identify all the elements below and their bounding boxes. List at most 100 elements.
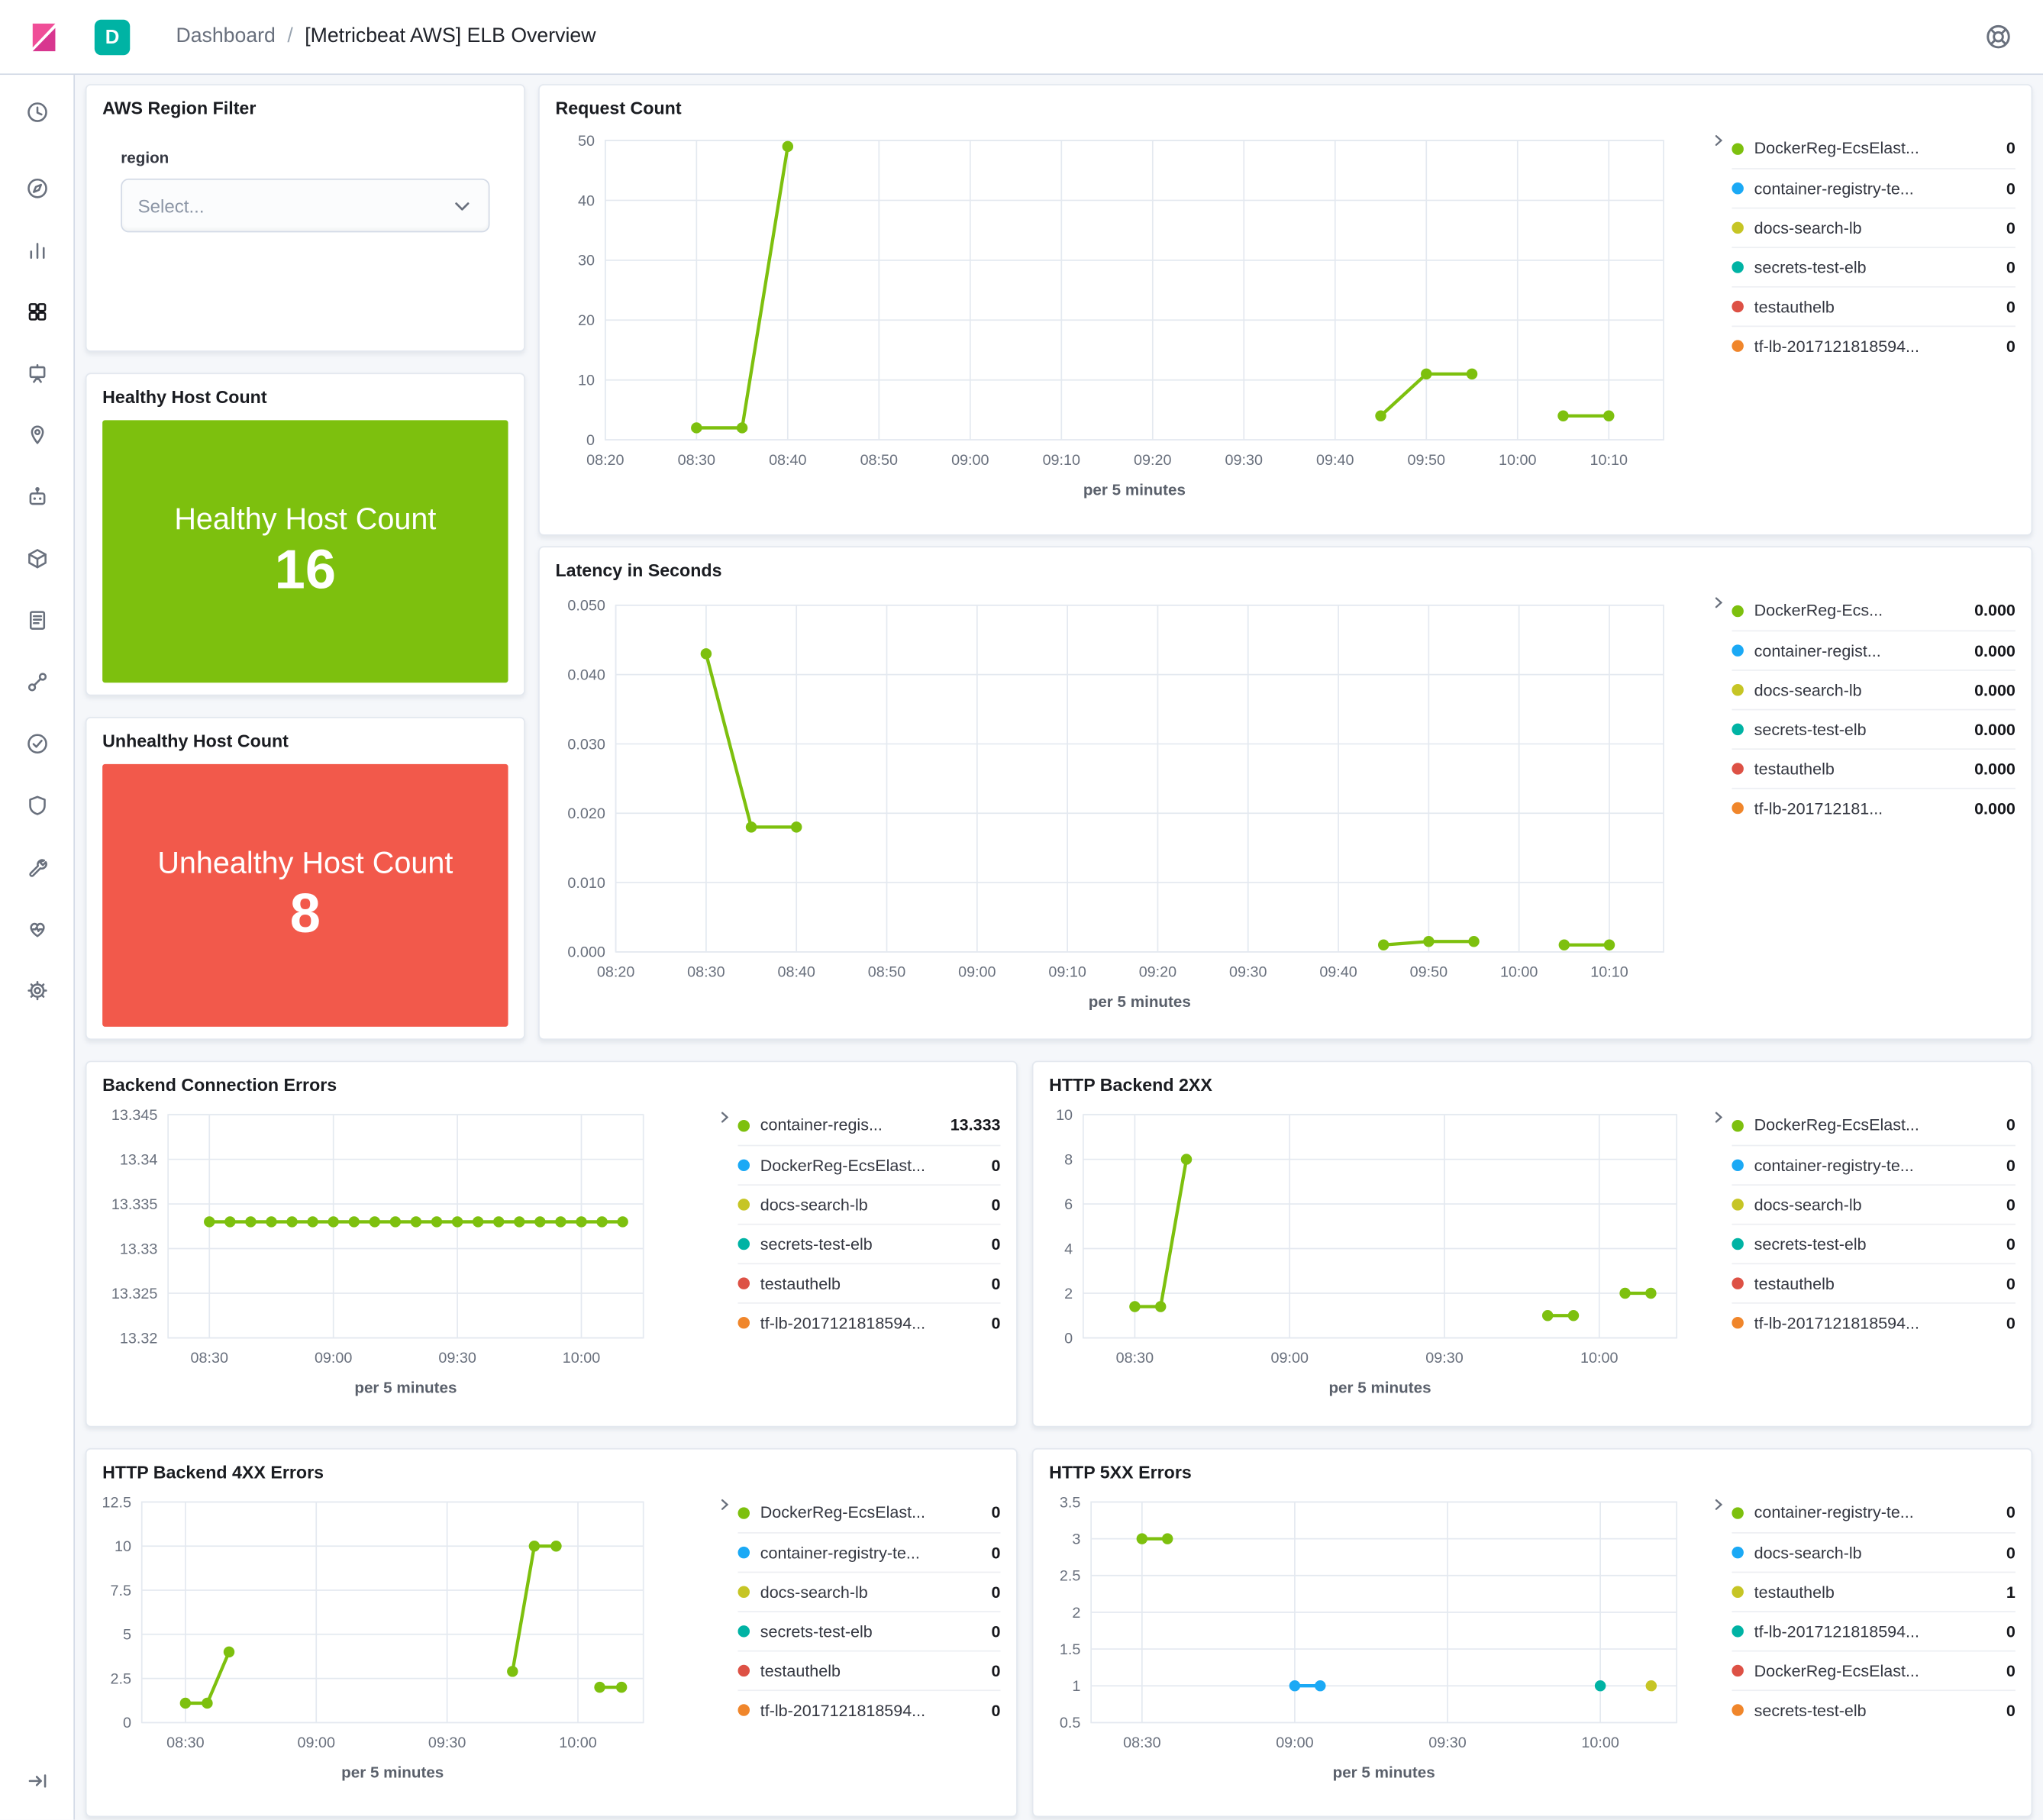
legend-item[interactable]: secrets-test-elb 0 [1732,247,2016,287]
legend-item[interactable]: tf-lb-201712181... 0.000 [1732,788,2016,828]
legend-collapse-button[interactable] [1709,129,1728,153]
uptime-icon[interactable] [9,715,64,773]
legend-item[interactable]: testauthelb 1 [1732,1572,2016,1612]
svg-text:3.5: 3.5 [1060,1495,1080,1512]
logs-icon[interactable] [9,591,64,649]
legend-item[interactable]: docs-search-lb 0 [737,1572,1001,1612]
http-backend-4xx-chart[interactable]: 0 2.5 5 7.5 10 12.5 08:30 09:00 09:30 10:00 per 5 … [102,1489,657,1794]
legend-item[interactable]: testauthelb 0 [1732,1263,2016,1303]
legend-item[interactable]: container-registry-te... 0 [1732,1493,2016,1533]
series-value: 1 [2006,1583,2016,1602]
svg-text:09:20: 09:20 [1139,964,1176,981]
legend-item[interactable]: docs-search-lb 0 [1732,208,2016,247]
legend-item[interactable]: container-registry-te... 0 [737,1532,1001,1572]
legend-item[interactable]: docs-search-lb 0 [1732,1532,2016,1572]
series-value: 0 [2006,337,2016,356]
series-value: 0 [991,1622,1001,1641]
legend-item[interactable]: container-regis... 13.333 [737,1105,1000,1145]
legend-item[interactable]: tf-lb-2017121818594... 0 [737,1689,1001,1730]
svg-text:10: 10 [1056,1107,1073,1124]
series-color-dot [737,1704,750,1717]
legend-item[interactable]: secrets-test-elb 0 [737,1224,1001,1263]
siem-icon[interactable] [9,776,64,834]
discover-icon[interactable] [9,159,64,217]
apm-icon[interactable] [9,653,64,711]
legend-item[interactable]: testauthelb 0 [737,1651,1001,1690]
infrastructure-icon[interactable] [9,529,64,587]
legend-collapse-button[interactable] [1709,591,1728,615]
visualize-icon[interactable] [9,221,64,279]
http-backend-2xx-chart[interactable]: 0 2 4 6 8 10 08:30 09:00 09:30 10:00 per 5 minutes [1049,1102,1690,1409]
legend-item[interactable]: DockerReg-EcsElast... 0 [1732,1105,2016,1145]
breadcrumb-separator: / [287,24,293,47]
svg-text:40: 40 [578,193,595,210]
http-5xx-chart[interactable]: 0.5 1 1.5 2 2.5 3 3.5 08:30 09:00 09:30 10:00 per 5… [1049,1489,1690,1794]
svg-text:08:50: 08:50 [868,964,905,981]
series-label: tf-lb-201712181... [1754,799,1883,818]
legend-collapse-button[interactable] [715,1105,734,1129]
series-label: testauthelb [1754,297,1835,317]
legend-item[interactable]: testauthelb 0 [1732,286,2016,326]
legend-item[interactable]: DockerReg-EcsElast... 0 [737,1493,1000,1533]
machine-learning-icon[interactable] [9,467,64,525]
series-value: 0.000 [1974,602,2016,621]
legend-item[interactable]: DockerReg-Ecs... 0.000 [1732,591,2016,631]
maps-icon[interactable] [9,405,64,463]
legend-item[interactable]: docs-search-lb 0.000 [1732,670,2016,710]
legend-item[interactable]: tf-lb-2017121818594... 0 [1732,1302,2016,1342]
series-value: 0.000 [1974,720,2016,739]
monitoring-icon[interactable] [9,899,64,957]
recently-viewed-icon[interactable] [9,82,64,140]
dev-tools-icon[interactable] [9,837,64,895]
svg-text:09:00: 09:00 [951,452,989,469]
svg-text:09:30: 09:30 [1425,1350,1463,1367]
legend-item[interactable]: docs-search-lb 0 [1732,1184,2016,1225]
series-color-dot [1732,1160,1744,1172]
backend-connection-errors-chart[interactable]: 13.32 13.325 13.33 13.335 13.34 13.345 08:30 09… [102,1102,657,1409]
legend-item[interactable]: secrets-test-elb 0 [1732,1224,2016,1263]
series-label: DockerReg-EcsElast... [1754,1661,1919,1680]
series-label: docs-search-lb [1754,1196,1862,1215]
legend-collapse-button[interactable] [1709,1493,1728,1517]
legend-item[interactable]: DockerReg-EcsElast... 0 [1732,1651,2016,1690]
series-color-dot [737,1506,750,1519]
region-select-placeholder: Select... [137,195,205,217]
request-count-chart[interactable]: 0 10 20 30 40 50 08:20 08:30 08:40 08:50 09:00 09:1… [555,125,1679,514]
legend-item[interactable]: tf-lb-2017121818594... 0 [1732,325,2016,366]
legend-item[interactable]: testauthelb 0 [737,1263,1001,1303]
legend-item[interactable]: tf-lb-2017121818594... 0 [737,1302,1001,1342]
legend-item[interactable]: container-regist... 0.000 [1732,630,2016,670]
legend-item[interactable]: secrets-test-elb 0.000 [1732,709,2016,749]
legend-item[interactable]: secrets-test-elb 0 [1732,1689,2016,1730]
legend-item[interactable]: container-registry-te... 0 [1732,168,2016,208]
kibana-logo-icon[interactable] [29,21,60,52]
svg-text:09:10: 09:10 [1043,452,1080,469]
svg-text:10: 10 [115,1539,131,1556]
help-icon[interactable] [1980,18,2016,55]
panel-latency-in-seconds: Latency in Seconds 0.000 0.010 0.020 0.030 0… [538,546,2033,1041]
svg-text:10:00: 10:00 [1499,452,1536,469]
latency-chart[interactable]: 0.000 0.010 0.020 0.030 0.040 0.050 08:20 08:30… [555,587,1679,1025]
canvas-icon[interactable] [9,344,64,402]
series-value: 0 [2006,1116,2016,1135]
series-value: 0 [991,1661,1001,1680]
legend-collapse-button[interactable] [1709,1105,1728,1129]
legend-collapse-button[interactable] [715,1493,734,1517]
panel-http-backend-2xx: HTTP Backend 2XX 0 2 4 6 8 10 08:30 09:00 09:30 1… [1031,1060,2033,1428]
legend-item[interactable]: DockerReg-EcsElast... 0 [737,1145,1001,1185]
series-value: 0 [2006,297,2016,317]
collapse-nav-icon[interactable] [9,1751,64,1809]
region-select[interactable]: Select... [121,179,490,233]
series-label: testauthelb [760,1661,841,1680]
legend-item[interactable]: DockerReg-EcsElast... 0 [1732,129,2016,169]
legend-item[interactable]: docs-search-lb 0 [737,1184,1001,1225]
legend-item[interactable]: testauthelb 0.000 [1732,748,2016,789]
legend-item[interactable]: tf-lb-2017121818594... 0 [1732,1611,2016,1651]
svg-text:13.345: 13.345 [111,1107,157,1124]
legend-item[interactable]: container-registry-te... 0 [1732,1145,2016,1185]
legend-item[interactable]: secrets-test-elb 0 [737,1611,1001,1651]
breadcrumb-dashboard-link[interactable]: Dashboard [176,24,276,47]
dashboard-icon[interactable] [9,282,64,340]
series-value: 0 [991,1274,1001,1293]
management-icon[interactable] [9,961,64,1019]
